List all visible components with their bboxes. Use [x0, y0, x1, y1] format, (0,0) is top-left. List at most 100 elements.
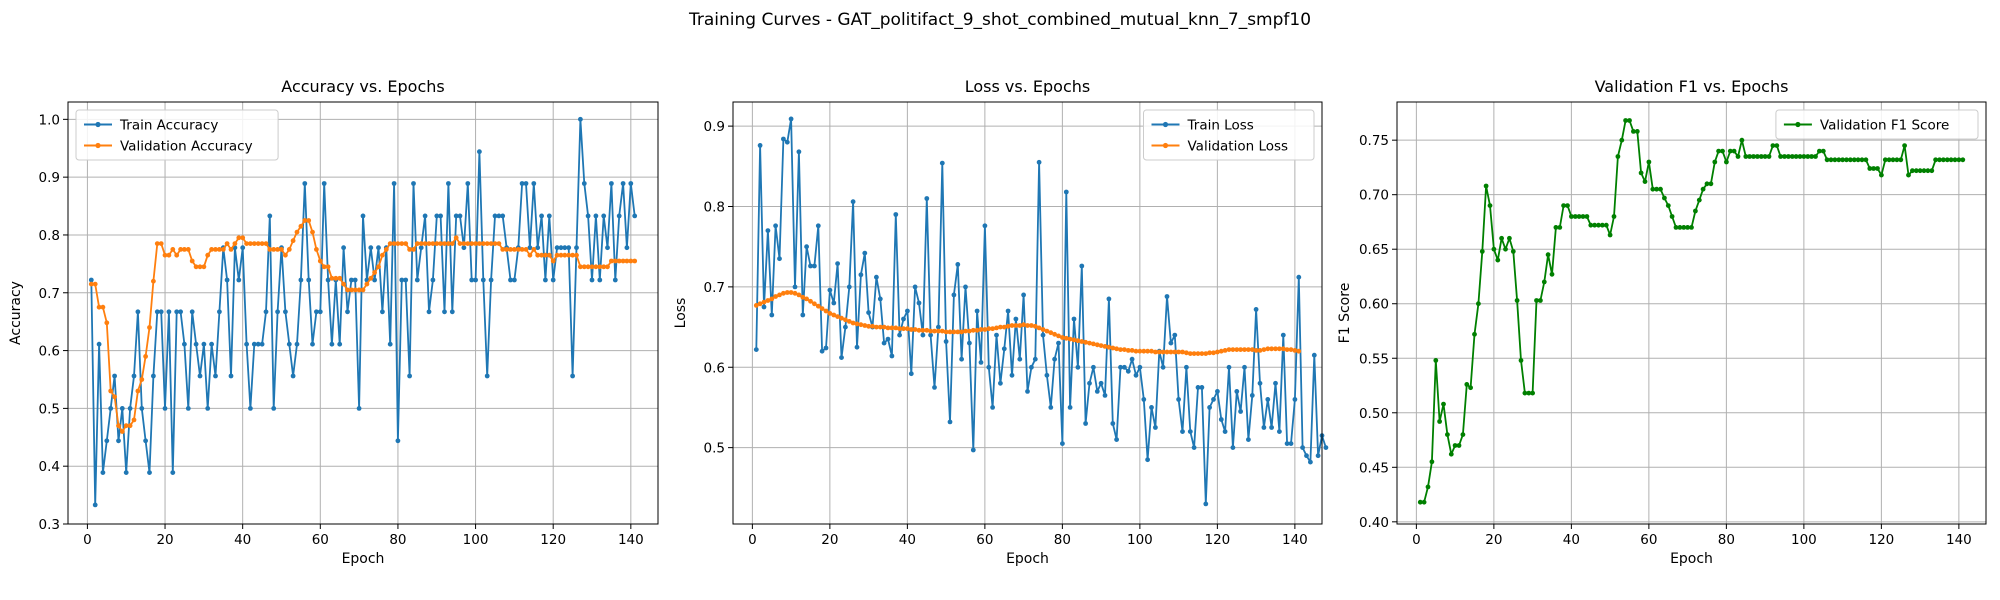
data-point: [139, 377, 145, 382]
data-point: [951, 292, 957, 298]
data-point: [515, 247, 521, 252]
y-tick-label: 0.55: [1359, 351, 1389, 367]
data-point: [446, 241, 451, 247]
data-point: [601, 213, 607, 219]
data-point: [819, 306, 825, 311]
y-tick-label: 0.7: [39, 286, 60, 302]
series-1: [753, 116, 1329, 507]
data-point: [866, 323, 871, 329]
data-point: [854, 321, 860, 327]
data-point: [147, 325, 152, 330]
data-point: [812, 301, 817, 307]
data-point: [116, 438, 121, 444]
data-point: [792, 290, 798, 296]
legend-swatch-marker: [95, 121, 101, 128]
data-point: [967, 328, 972, 334]
data-point: [812, 263, 817, 269]
data-point: [1009, 372, 1015, 378]
data-point: [213, 247, 218, 252]
data-point: [970, 447, 976, 453]
data-point: [434, 241, 440, 247]
data-point: [982, 223, 988, 229]
subplot-2: 0 20 40 60 80 100 120 140 0.5 0.6 0.7 0.8 0.9 Loss vs…: [673, 77, 1329, 567]
data-point: [147, 470, 152, 475]
data-point: [777, 292, 782, 298]
data-point: [1141, 348, 1147, 354]
data-point: [1153, 349, 1158, 355]
data-point: [232, 241, 238, 247]
data-point: [306, 218, 312, 223]
data-point: [1859, 157, 1865, 163]
data-point: [1102, 393, 1108, 398]
data-point: [889, 353, 895, 359]
data-point: [1288, 441, 1294, 446]
data-point: [936, 324, 941, 330]
data-point: [1727, 148, 1733, 154]
data-point: [1246, 437, 1251, 442]
legend: Validation F1 Score: [1775, 109, 1979, 140]
data-point: [593, 264, 599, 270]
data-point: [858, 272, 864, 278]
data-point: [784, 139, 790, 145]
y-tick-label: 0.65: [1359, 242, 1389, 258]
data-point: [994, 325, 999, 331]
data-point: [1118, 364, 1123, 370]
data-point: [1013, 316, 1019, 322]
data-point: [839, 315, 844, 321]
data-point: [154, 241, 160, 247]
data-point: [889, 325, 895, 331]
data-point: [104, 320, 110, 326]
data-point: [1184, 350, 1189, 356]
data-point: [1071, 337, 1077, 343]
data-point: [1098, 343, 1104, 348]
data-point: [939, 328, 945, 334]
data-point: [403, 277, 409, 283]
data-point: [1195, 385, 1201, 390]
data-point: [1720, 148, 1725, 154]
data-point: [912, 284, 918, 290]
data-point: [1956, 157, 1962, 163]
data-point: [1137, 364, 1143, 370]
data-point: [1001, 346, 1007, 352]
data-point: [916, 327, 922, 333]
data-point: [628, 258, 634, 264]
data-point: [283, 309, 288, 315]
data-point: [1472, 331, 1477, 337]
data-point: [1226, 364, 1232, 370]
data-point: [624, 258, 630, 264]
data-point: [978, 360, 984, 365]
data-point: [407, 247, 412, 252]
data-point: [1933, 157, 1938, 163]
x-axis-label: Epoch: [1006, 551, 1049, 567]
data-point: [209, 341, 215, 347]
data-point: [951, 329, 957, 335]
data-point: [438, 241, 443, 247]
data-point: [1110, 345, 1116, 351]
data-point: [601, 264, 607, 270]
data-point: [550, 258, 556, 264]
data-point: [1211, 350, 1216, 356]
data-point: [1619, 137, 1625, 143]
data-point: [1063, 335, 1069, 341]
data-point: [88, 277, 94, 283]
data-point: [368, 245, 374, 251]
subplot-title: Validation F1 vs. Epochs: [1595, 77, 1789, 96]
data-point: [800, 312, 806, 318]
data-point: [170, 247, 176, 252]
data-point: [597, 264, 603, 270]
data-point: [1257, 348, 1263, 353]
data-point: [1315, 453, 1321, 459]
x-tick-label: 80: [1054, 532, 1071, 548]
data-point: [1265, 346, 1271, 352]
data-point: [1588, 222, 1594, 228]
data-point: [201, 264, 207, 270]
data-point: [1813, 154, 1818, 159]
data-point: [963, 284, 968, 290]
data-point: [757, 143, 763, 148]
data-point: [1824, 157, 1830, 163]
data-point: [411, 181, 416, 186]
series-1: [88, 116, 638, 508]
data-point: [1172, 332, 1178, 338]
data-point: [123, 470, 129, 475]
data-point: [1464, 382, 1470, 387]
